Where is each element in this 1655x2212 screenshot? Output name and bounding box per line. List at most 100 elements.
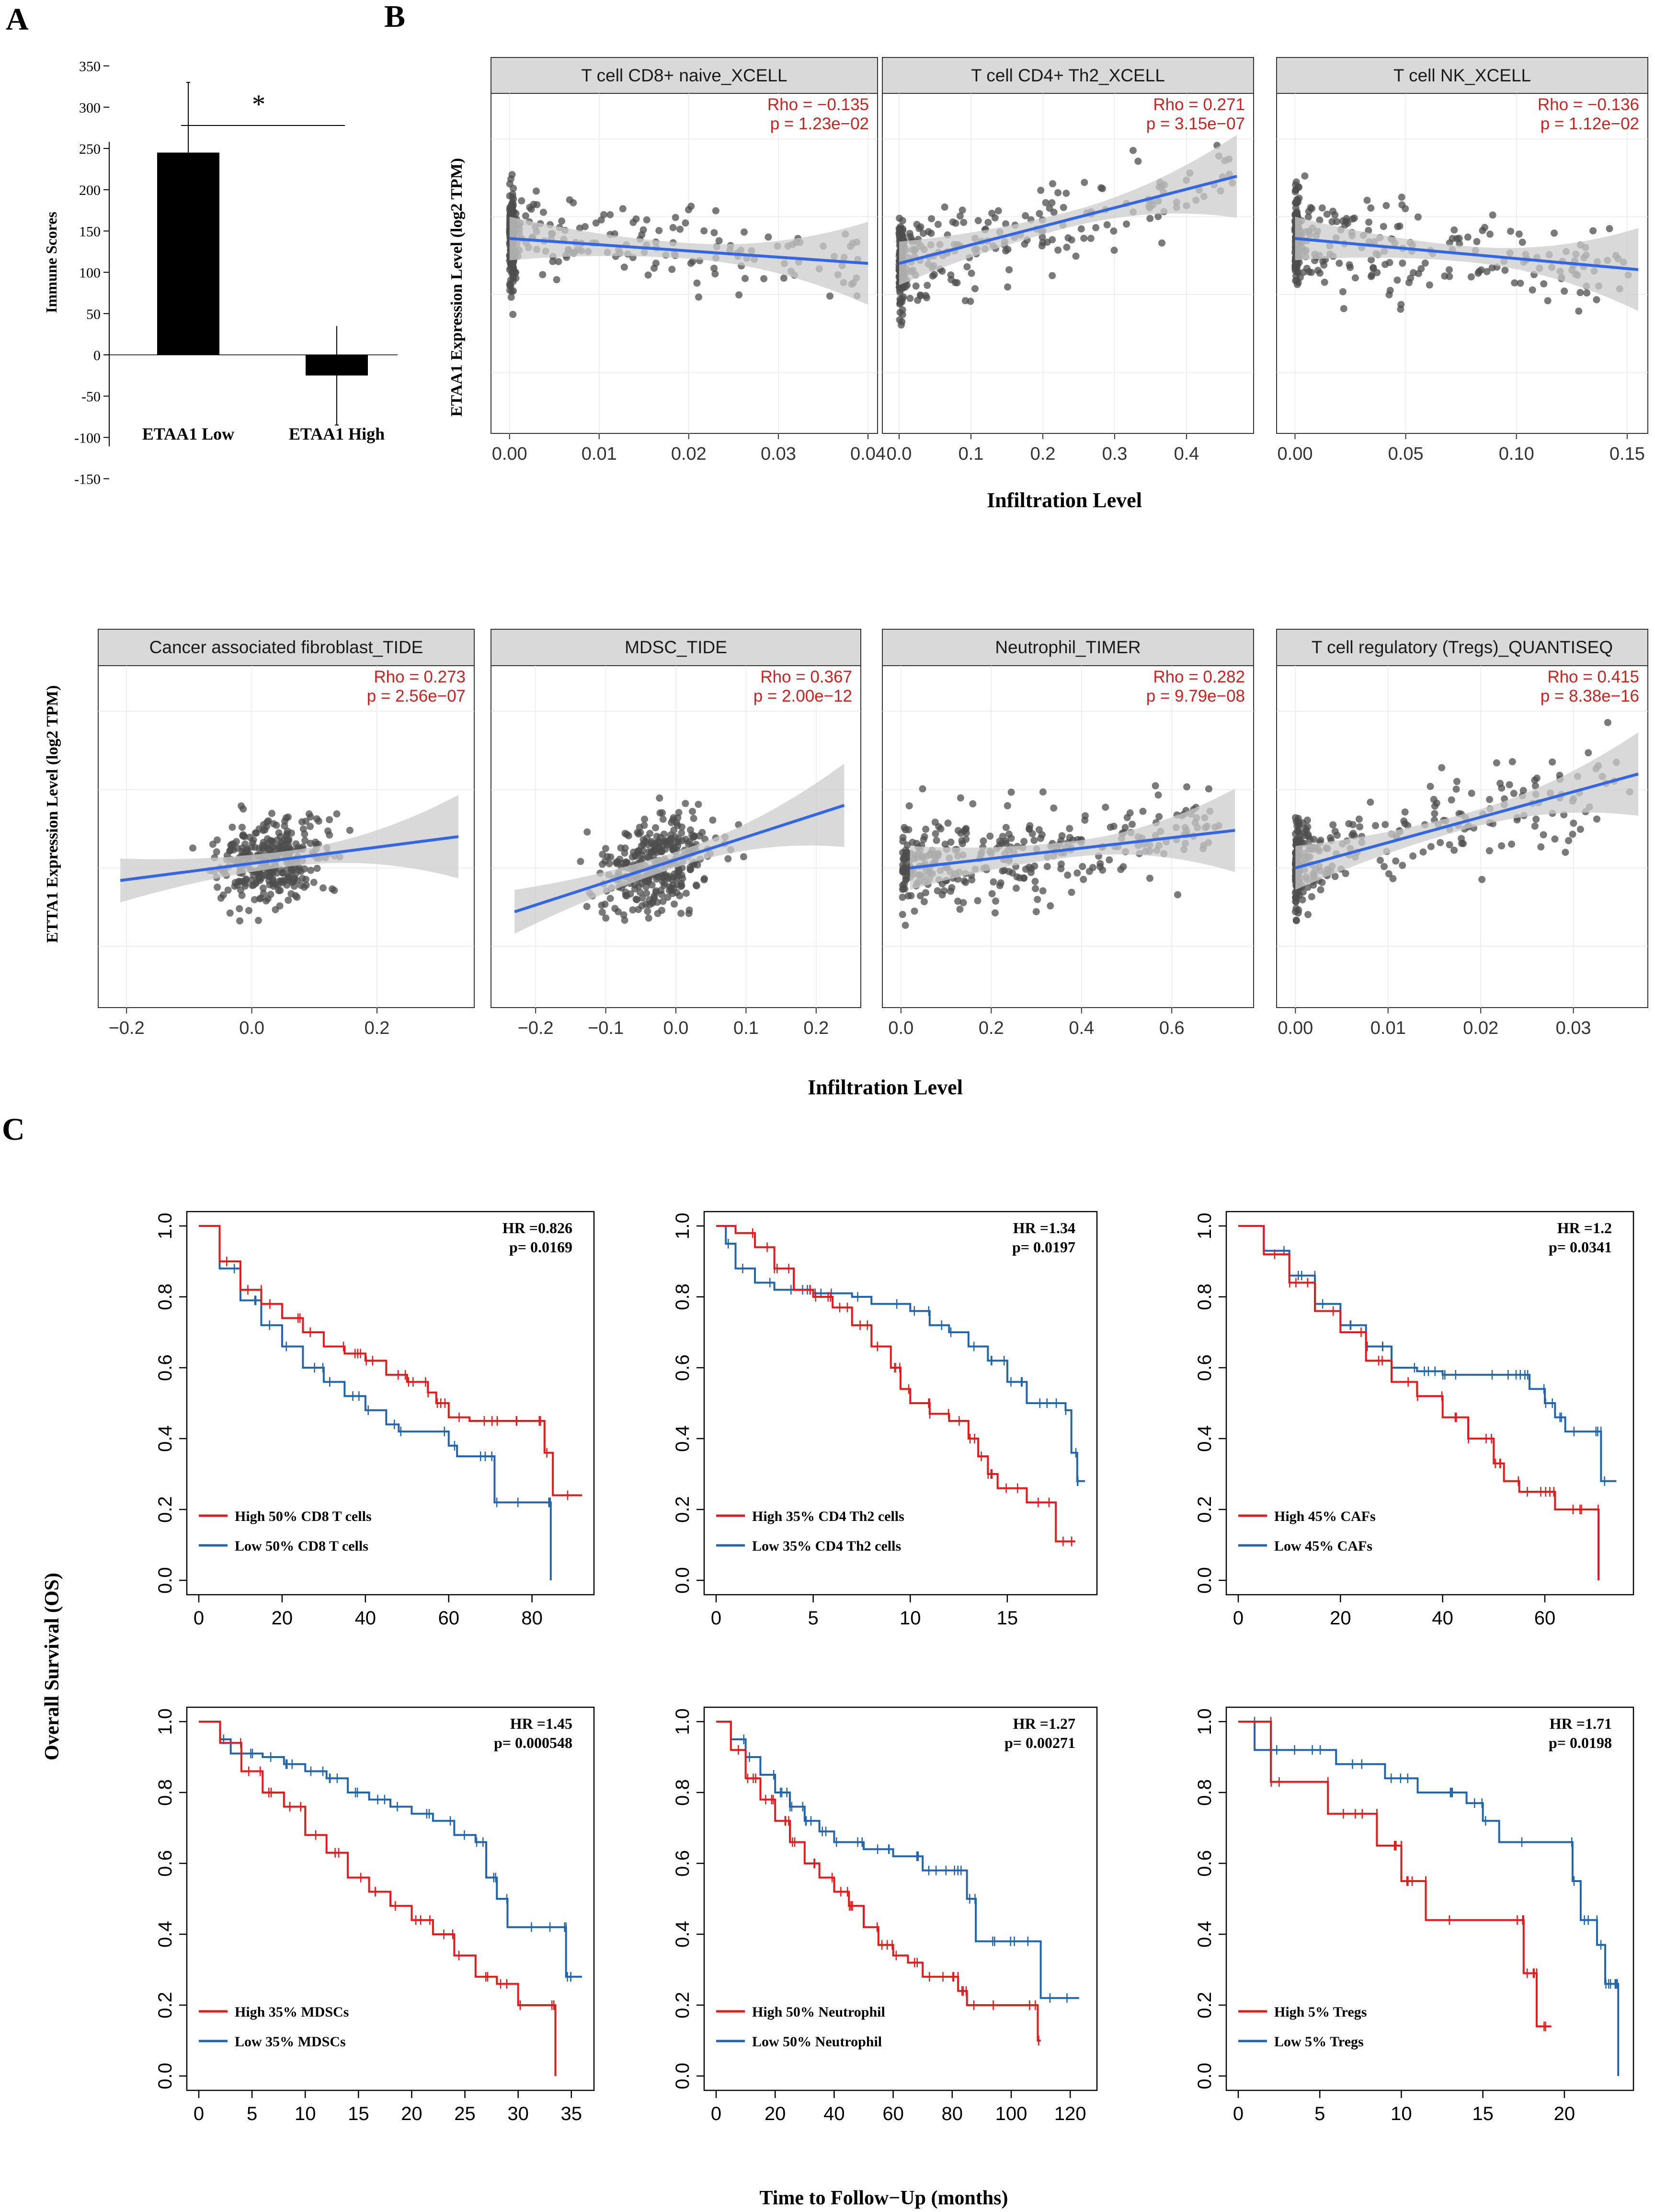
scatter-xtick-label: 0.00 [1278,1018,1313,1038]
scatter-point [961,297,969,305]
scatter-xtick-label: 0.1 [733,1018,759,1038]
survival-pvalue: p= 0.0197 [1012,1238,1075,1256]
scatter-point [1022,212,1029,220]
survival-hr: HR =0.826 [502,1219,572,1236]
scatter-point [715,237,723,245]
scatter-confidence-band [899,135,1237,285]
scatter-point [1452,785,1460,793]
survival-xtick-label: 20 [1554,2103,1575,2124]
survival-pvalue: p= 0.000548 [494,1734,572,1751]
scatter-point [1367,204,1375,212]
scatter-point [920,898,928,906]
scatter-point [1306,836,1314,843]
scatter-point [990,878,997,886]
scatter-confidence-band [1295,216,1638,311]
scatter-xtick-label: 0.01 [1370,1018,1406,1038]
scatter-point [597,216,605,224]
scatter-point [1043,862,1051,870]
survival-ytick-label: 0.8 [1194,1779,1215,1806]
scatter-point [226,909,234,917]
scatter-point [264,895,272,903]
scatter-point [902,921,909,929]
scatter-point [1333,831,1341,839]
survival-plot-frame [703,1706,1098,2091]
scatter-pvalue: p = 1.12e−02 [1541,114,1639,133]
scatter-xtick-label: 0.04 [850,444,886,464]
scatter-point [611,905,619,912]
scatter-point [346,827,354,834]
survival-xtick-label: 25 [454,2103,476,2124]
scatter-point [652,260,660,267]
scatter-point [660,830,668,838]
scatter-point [962,825,970,832]
scatter-point [518,197,525,204]
scatter-point [1501,266,1509,274]
scatter-point [1077,225,1085,233]
scatter-point [902,826,909,834]
scatter-strip [491,629,861,666]
scatter-point [968,270,975,277]
scatter-point [576,224,583,232]
scatter-point [638,851,646,859]
scatter-point [1004,246,1012,253]
scatter-point [1038,831,1046,839]
scatter-point [558,217,566,225]
survival-panel-3: 0.0 0.2 0.4 0.6 0.8 1.0 0 20 40 60 HR =1.2 p= 0.034… [1194,1211,1634,1629]
survival-ytick-label: 0.0 [672,2063,693,2089]
scatter-point [1301,172,1309,180]
scatter-point [1540,280,1548,288]
scatter-point [1370,264,1377,272]
scatter-point [1464,233,1472,241]
scatter-xtick-label: 0.02 [1463,1018,1498,1038]
scatter-point [1020,874,1027,882]
survival-curve-low [199,1721,582,1978]
survival-xtick-label: 20 [401,2103,422,2124]
scatter-point [298,874,306,882]
scatter-point [1417,265,1425,272]
survival-panel-1: 0.0 0.2 0.4 0.6 0.8 1.0 0 20 40 60 80 HR =0.826 p= 0… [155,1211,595,1629]
scatter-point [988,209,996,217]
scatter-point [654,910,662,918]
scatter-confidence-band [509,216,868,305]
scatter-point [279,869,286,877]
scatter-point [1066,825,1073,832]
scatter-point [1064,234,1072,242]
scatter-point [664,894,672,901]
scatter-title: T cell regulatory (Tregs)_QUANTISEQ [1312,637,1613,657]
scatter-point [1317,886,1324,894]
scatter-point [1158,239,1166,247]
scatter-point [1047,902,1054,910]
scatter-rho: Rho = 0.271 [1153,95,1245,114]
scatter-point [899,867,907,875]
survival-xtick-label: 0 [1233,2103,1244,2124]
scatter-point [1027,869,1035,876]
survival-pvalue: p= 0.00271 [1004,1734,1075,1751]
survival-ytick-label: 1.0 [1194,1213,1215,1239]
scatter-point [690,861,697,869]
scatter-point [310,879,318,886]
scatter-xtick-label: 0.00 [492,444,527,464]
scatter-point [507,175,514,183]
scatter-xtick-label: 0.4 [1174,444,1199,464]
scatter-xtick-label: 0.05 [1388,444,1424,464]
survival-ytick-label: 0.2 [155,1496,176,1523]
scatter-point [1042,199,1050,206]
scatter-point [1458,835,1465,842]
scatter-point [1321,278,1328,286]
scatter-point [710,264,718,272]
survival-plot-frame [1225,1211,1634,1596]
scatter-point [741,228,748,236]
scatter-point [250,872,257,879]
scatter-xtick-label: −0.2 [518,1018,554,1038]
scatter-fit-line [509,237,868,265]
scatter-point [577,858,584,865]
survival-ytick-label: 0.8 [672,1779,693,1806]
scatter-point [659,809,666,817]
scatter-point [954,827,962,834]
scatter-point [273,821,280,829]
scatter-point [899,894,906,901]
survival-legend-low: Low 45% CAFs [1274,1538,1372,1554]
scatter-point [1291,830,1299,838]
